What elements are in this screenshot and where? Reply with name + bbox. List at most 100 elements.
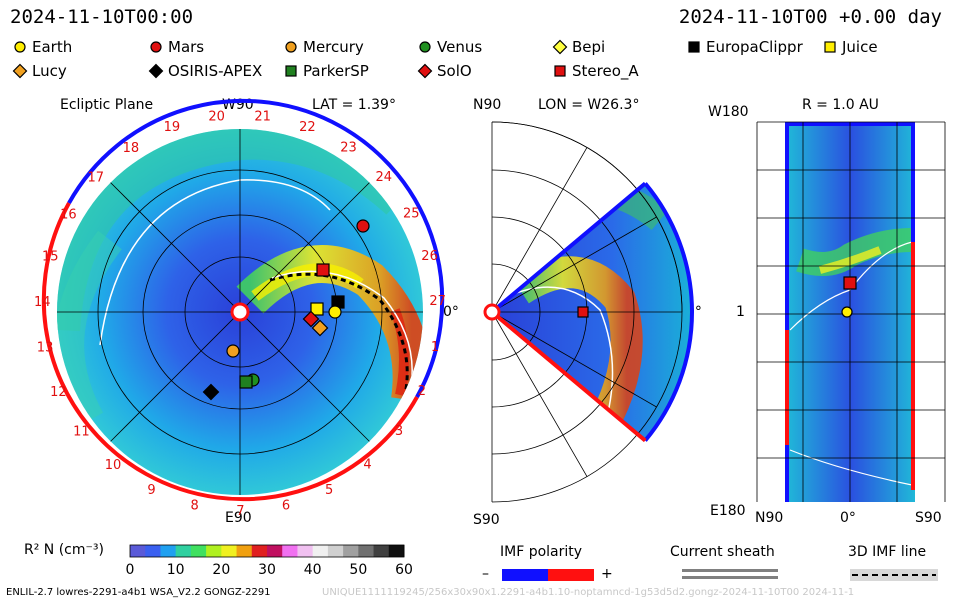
meridional-top-label: N90	[473, 97, 502, 113]
radial-x-label-0: 0°	[840, 510, 856, 526]
meridional-stereo_a-marker	[577, 306, 589, 318]
legend-item-stereo_a: Stereo_A	[552, 62, 639, 80]
ecliptic-polarity-arc-negative	[67, 98, 445, 398]
imf-polarity-key	[502, 569, 594, 581]
carrington-tick-23: 23	[340, 140, 357, 155]
ecliptic-lucy-marker	[311, 319, 329, 337]
earth-legend-marker	[14, 41, 26, 53]
carrington-tick-22: 22	[299, 120, 316, 135]
ecliptic-mercury-marker	[226, 344, 240, 358]
carrington-tick-6: 6	[282, 499, 290, 514]
legend-label: Juice	[842, 38, 878, 56]
legend-label: Mars	[168, 38, 205, 56]
footer-right: UNIQUE1111119245/256x30x90x1.2291-a4b1.1…	[322, 587, 855, 598]
carrington-tick-14: 14	[34, 295, 51, 310]
legend-item-parkersp: ParkerSP	[283, 62, 369, 80]
carrington-tick-21: 21	[254, 109, 271, 124]
radial-x-label-s90: S90	[915, 510, 942, 526]
ecliptic-osiris-apex-marker	[202, 383, 220, 401]
lucy-legend-marker	[12, 63, 28, 79]
imf-plus-label: +	[601, 566, 613, 582]
europaclippr-legend-marker	[688, 41, 700, 53]
carrington-tick-2: 2	[418, 384, 426, 399]
meridional-bottom-label: S90	[473, 512, 500, 528]
ecliptic-parkersp-marker	[239, 375, 253, 389]
carrington-tick-20: 20	[208, 109, 225, 124]
legend-item-earth: Earth	[12, 38, 72, 56]
colorbar-tick-40: 40	[303, 562, 322, 578]
radial-x-label-n90: N90	[755, 510, 784, 526]
ecliptic-lat: LAT = 1.39°	[312, 97, 396, 113]
carrington-tick-19: 19	[164, 120, 181, 135]
ecliptic-title: Ecliptic Plane	[60, 97, 154, 113]
carrington-tick-8: 8	[191, 499, 199, 514]
imf-polarity-title: IMF polarity	[500, 544, 583, 560]
legend-label: Mercury	[303, 38, 364, 56]
radial-distance: R = 1.0 AU	[802, 97, 879, 113]
current-sheath-key	[682, 569, 778, 579]
footer-left: ENLIL-2.7 lowres-2291-a4b1 WSA_V2.2 GONG…	[6, 587, 271, 598]
legend-label: ParkerSP	[303, 62, 369, 80]
carrington-tick-4: 4	[363, 457, 371, 472]
colorbar-tick-0: 0	[125, 562, 135, 578]
legend-item-lucy: Lucy	[12, 62, 67, 80]
legend-label: Earth	[32, 38, 73, 56]
carrington-tick-27: 27	[429, 294, 446, 309]
imf-line-key	[850, 569, 938, 581]
ecliptic-bottom-label: E90	[225, 510, 252, 526]
carrington-tick-25: 25	[403, 207, 420, 222]
solo-legend-marker	[417, 63, 433, 79]
osiris-apex-legend-marker	[148, 63, 164, 79]
carrington-tick-26: 26	[421, 249, 438, 264]
colorbar	[129, 544, 405, 558]
ecliptic-polarity-arc-positive	[41, 202, 419, 502]
current-sheath-title: Current sheath	[670, 544, 775, 560]
legend-item-osiris-apex: OSIRIS-APEX	[148, 62, 262, 80]
legend-item-juice: Juice	[822, 38, 878, 56]
radial-earth-marker	[841, 306, 853, 318]
carrington-tick-11: 11	[73, 425, 90, 440]
imf-positive-swatch	[548, 569, 594, 581]
sun-marker	[230, 302, 250, 322]
colorbar-label: R² N (cm⁻³)	[24, 542, 104, 558]
legend-item-venus: Venus	[417, 38, 482, 56]
legend-label: Bepi	[572, 38, 606, 56]
legend-item-mercury: Mercury	[283, 38, 364, 56]
radial-bottom-left-label: E180	[710, 503, 746, 519]
legend-label: Venus	[437, 38, 483, 56]
juice-legend-marker	[824, 41, 836, 53]
carrington-tick-18: 18	[123, 141, 140, 156]
current-sheet-line	[99, 179, 331, 346]
colorbar-tick-60: 60	[395, 562, 413, 578]
legend-item-solo: SolO	[417, 62, 472, 80]
parkersp-legend-marker	[285, 65, 297, 77]
carrington-tick-1: 1	[431, 340, 439, 355]
ecliptic-earth-marker	[328, 305, 342, 319]
legend-label: Stereo_A	[572, 62, 639, 80]
colorbar-tick-20: 20	[212, 562, 231, 578]
carrington-tick-15: 15	[42, 250, 59, 265]
legend-label: EuropaClippr	[706, 38, 803, 56]
bepi-legend-marker	[552, 39, 568, 55]
legend-item-bepi: Bepi	[552, 38, 605, 56]
carrington-tick-17: 17	[87, 170, 104, 185]
carrington-tick-3: 3	[395, 424, 403, 439]
ecliptic-juice-marker	[310, 302, 324, 316]
meridional-lon: LON = W26.3°	[538, 97, 640, 113]
colorbar-tick-10: 10	[166, 562, 185, 578]
carrington-tick-13: 13	[37, 341, 54, 356]
radial-mid-label: 1	[736, 304, 745, 320]
meridional-streamer	[511, 256, 643, 438]
ecliptic-stereo_a-marker	[316, 263, 330, 277]
meridional-panel	[483, 121, 694, 503]
imf-negative-swatch	[502, 569, 548, 581]
ecliptic-solo-marker	[302, 310, 320, 328]
carrington-tick-16: 16	[60, 207, 77, 222]
imf-minus-label: –	[482, 566, 489, 582]
radial-top-left-label: W180	[708, 104, 749, 120]
carrington-tick-24: 24	[375, 170, 392, 185]
legend-item-europaclippr: EuropaClippr	[686, 38, 803, 56]
ecliptic-mars-marker	[356, 219, 370, 233]
